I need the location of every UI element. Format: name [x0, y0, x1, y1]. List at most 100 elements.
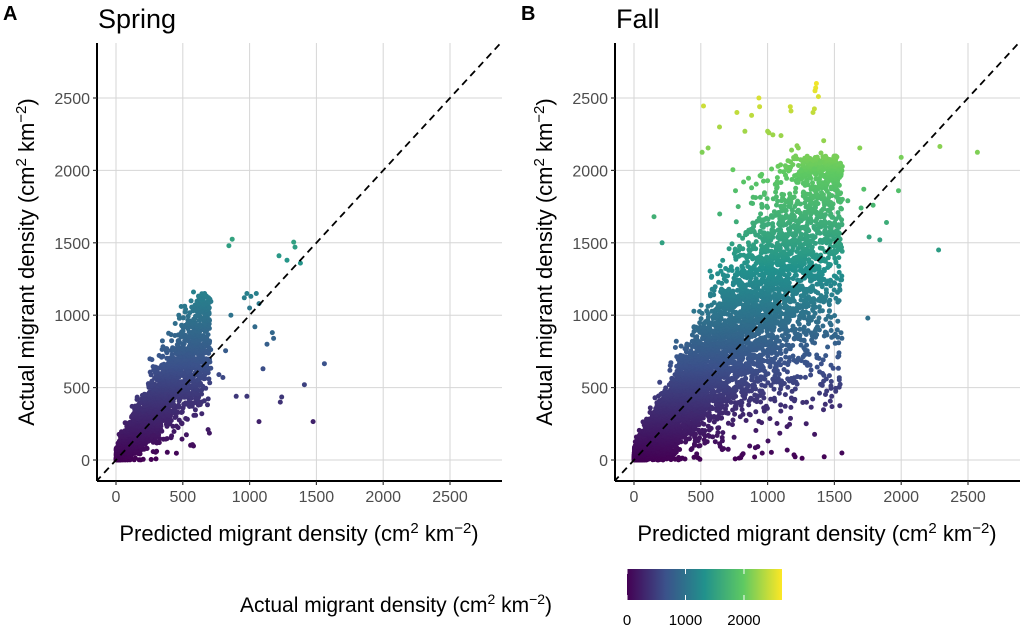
- scatter-point: [173, 450, 179, 456]
- panel-fall: B Fall 0 500 1000 1500 2000 25000500100015002…: [521, 3, 1020, 546]
- scatter-point: [248, 293, 254, 299]
- scatter-point: [256, 419, 262, 425]
- scatter-point: [791, 452, 797, 458]
- scatter-point: [787, 421, 793, 427]
- scatter-point: [185, 317, 191, 323]
- scatter-point: [297, 260, 303, 266]
- scatter-point: [191, 289, 196, 295]
- scatter-point: [207, 299, 212, 305]
- scatter-point: [271, 335, 277, 341]
- scatter-point: [705, 423, 711, 429]
- scatter-point: [164, 449, 170, 455]
- scatter-point: [291, 239, 297, 245]
- scatter-point: [821, 454, 827, 460]
- scatter-point: [160, 344, 166, 350]
- scatter-point: [188, 298, 194, 304]
- scatter-point: [203, 348, 209, 354]
- scatter-point: [150, 364, 156, 370]
- scatter-point: [205, 402, 210, 408]
- scatter-point: [774, 421, 780, 426]
- scatter-point: [176, 338, 182, 344]
- x-axis-title: Predicted migrant density (cm2 km−2): [119, 520, 478, 546]
- reference-line-y-equals-x: [98, 43, 502, 480]
- scatter-point: [725, 446, 731, 452]
- scatter-point: [202, 291, 208, 296]
- scatter-point: [260, 366, 266, 372]
- scatter-point: [122, 420, 128, 426]
- scatter-point: [154, 448, 160, 454]
- scatter-point: [228, 312, 234, 318]
- scatter-point: [153, 456, 159, 462]
- scatter-point: [730, 417, 736, 423]
- scatter-point: [164, 346, 170, 352]
- panel-letter: A: [3, 3, 17, 25]
- scatter-point: [179, 436, 185, 442]
- scatter-point: [182, 332, 188, 338]
- scatter-point: [759, 450, 765, 456]
- scatter-point: [233, 393, 239, 399]
- scatter-point: [269, 330, 275, 336]
- scatter-point: [229, 236, 235, 242]
- scatter-point: [719, 435, 725, 440]
- scatter-point: [176, 312, 182, 318]
- scatter-point: [788, 415, 793, 421]
- x-tick-label: 500: [169, 489, 196, 506]
- scatter-point: [731, 434, 737, 440]
- scatter-point: [699, 420, 705, 426]
- y-tick-label: 1000: [54, 308, 90, 325]
- scatter-point: [179, 322, 185, 328]
- scatter-point: [636, 427, 642, 433]
- x-tick-label: 1500: [299, 489, 335, 506]
- x-tick-label: 2500: [432, 489, 468, 506]
- scatter-point: [192, 407, 198, 413]
- scatter-point: [767, 416, 773, 422]
- scatter-point: [732, 456, 738, 462]
- scatter-point: [716, 425, 722, 431]
- y-tick-label: 2000: [54, 163, 90, 180]
- scatter-point: [747, 443, 753, 449]
- x-tick-label: 2000: [365, 489, 401, 506]
- scatter-point: [679, 455, 685, 461]
- scatter-point: [755, 444, 761, 450]
- scatter-points: [631, 81, 980, 463]
- scatter-point: [244, 291, 250, 296]
- scatter-point: [199, 391, 205, 397]
- scatter-point: [142, 391, 147, 397]
- scatter-point: [147, 356, 153, 362]
- scatter-point: [784, 447, 790, 453]
- scatter-point: [144, 445, 150, 451]
- scatter-point: [205, 396, 211, 402]
- scatter-point: [705, 432, 711, 438]
- scatter-point: [190, 442, 195, 448]
- scatter-point: [676, 455, 682, 460]
- y-tick-label: 1500: [54, 236, 90, 253]
- scatter-point: [252, 324, 258, 330]
- scatter-point: [223, 348, 229, 354]
- scatter-point: [753, 428, 759, 433]
- scatter-point: [301, 382, 307, 388]
- scatter-point: [197, 322, 203, 328]
- scatter-point: [183, 416, 189, 421]
- scatter-point: [220, 375, 226, 380]
- scatter-point: [164, 436, 170, 442]
- panel-letter: B: [521, 3, 535, 25]
- scatter-point: [768, 449, 774, 455]
- scatter-point: [803, 421, 809, 427]
- scatter-point: [207, 380, 213, 386]
- scatter-point: [201, 398, 207, 404]
- scatter-point: [198, 380, 203, 386]
- scatter-point: [777, 430, 783, 436]
- scatter-point: [172, 321, 178, 326]
- scatter-point: [699, 427, 705, 433]
- scatter-point: [253, 291, 259, 296]
- scatter-point: [182, 303, 188, 309]
- scatter-point: [279, 394, 285, 400]
- scatter-point: [191, 400, 197, 406]
- scatter-point: [156, 353, 162, 358]
- scatter-point: [185, 400, 191, 406]
- scatter-point: [701, 437, 707, 443]
- scatter-point: [725, 420, 731, 426]
- scatter-point: [199, 387, 205, 393]
- scatter-point: [166, 330, 172, 336]
